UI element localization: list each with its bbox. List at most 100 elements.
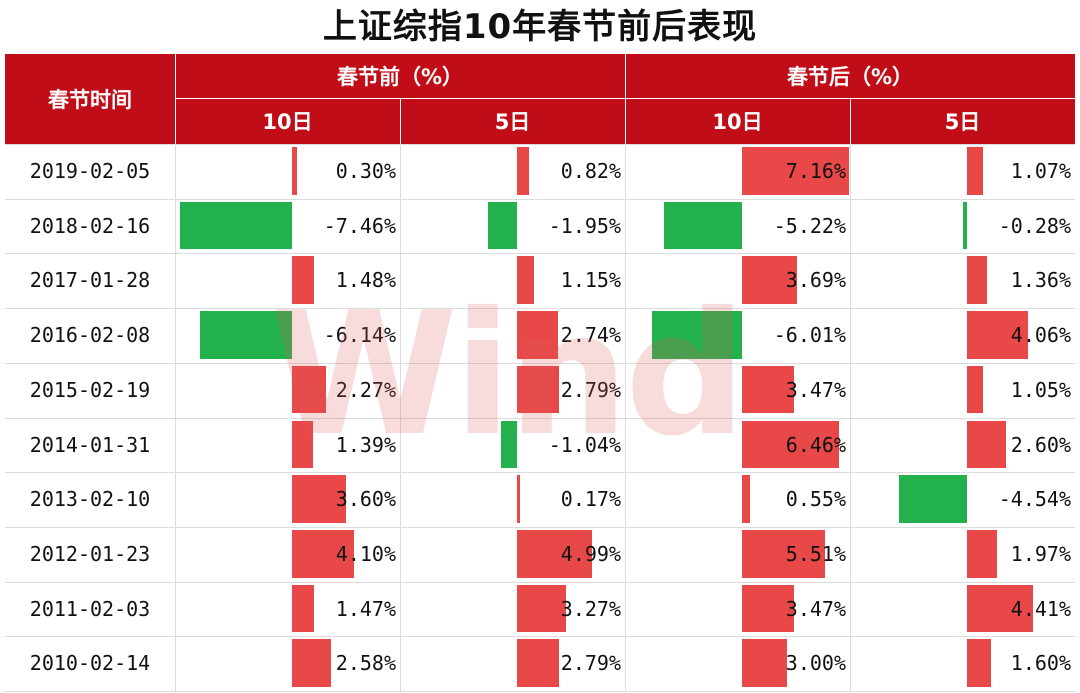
data-label: 2.58%	[335, 651, 396, 676]
data-label: 2.74%	[560, 323, 621, 348]
header-after: 春节后（%）	[625, 54, 1075, 98]
data-bar	[292, 584, 315, 633]
data-label: 3.60%	[335, 487, 396, 512]
data-label: 3.47%	[785, 377, 846, 402]
header-divider	[175, 98, 1075, 99]
data-bar	[742, 420, 839, 469]
row-divider	[5, 417, 1075, 419]
row-divider	[5, 636, 1075, 638]
data-label: -5.22%	[773, 213, 846, 238]
data-label: 3.00%	[785, 651, 846, 676]
row-divider	[5, 144, 1075, 145]
data-label: -4.54%	[998, 487, 1071, 512]
header-before-10d: 10日	[175, 98, 400, 144]
row-date: 2010-02-14	[29, 651, 151, 676]
data-table: 春节时间 春节前（%） 春节后（%） 10日 5日 10日 5日 2019-02…	[5, 54, 1075, 692]
data-label: 1.36%	[1010, 268, 1071, 293]
data-bar	[517, 639, 559, 687]
data-label: 3.69%	[785, 268, 846, 293]
data-label: 4.10%	[335, 541, 396, 566]
data-label: 1.07%	[1010, 159, 1071, 183]
column-divider	[175, 144, 176, 691]
data-bar	[663, 201, 742, 250]
data-bar	[967, 365, 983, 414]
data-bar	[967, 584, 1034, 633]
data-bar	[651, 311, 742, 359]
data-label: 3.47%	[785, 596, 846, 621]
data-bar	[967, 529, 997, 578]
data-bar	[292, 475, 346, 523]
data-label: 0.82%	[560, 159, 621, 183]
row-divider	[5, 308, 1075, 310]
row-divider	[5, 472, 1075, 474]
header-date: 春节时间	[5, 54, 175, 144]
data-bar	[487, 201, 517, 250]
data-bar	[517, 529, 592, 578]
chart-title: 上证综指10年春节前后表现	[322, 7, 758, 47]
data-bar	[180, 201, 292, 250]
data-bar	[501, 420, 517, 469]
header-after-5d: 5日	[850, 98, 1075, 144]
data-label: 0.17%	[560, 487, 621, 512]
data-label: 2.79%	[560, 377, 621, 402]
data-label: 2.27%	[335, 377, 396, 402]
data-bar	[967, 639, 991, 687]
data-bar	[292, 420, 313, 469]
row-divider	[5, 198, 1075, 200]
data-label: -7.46%	[323, 213, 396, 238]
data-bar	[517, 365, 559, 414]
data-label: -1.04%	[548, 432, 621, 457]
data-label: 0.30%	[335, 159, 396, 183]
data-bar	[517, 475, 520, 523]
row-date: 2014-01-31	[29, 432, 151, 457]
data-bar	[517, 147, 530, 195]
row-date: 2019-02-05	[29, 159, 151, 183]
row-divider	[5, 253, 1075, 255]
data-bar	[517, 584, 567, 633]
data-bar	[292, 639, 331, 687]
header-divider	[400, 98, 401, 144]
row-divider	[5, 362, 1075, 364]
data-label: 4.99%	[560, 541, 621, 566]
data-label: -1.95%	[548, 213, 621, 238]
header-divider	[850, 98, 851, 144]
data-label: 1.47%	[335, 596, 396, 621]
data-bar	[292, 365, 327, 414]
column-divider	[400, 144, 401, 691]
data-bar	[967, 311, 1028, 359]
column-divider	[625, 144, 626, 691]
data-label: 6.46%	[785, 432, 846, 457]
data-label: 1.05%	[1010, 377, 1071, 402]
data-label: 7.16%	[785, 159, 846, 183]
data-label: -0.28%	[998, 213, 1071, 238]
data-bar	[517, 311, 559, 359]
row-date: 2018-02-16	[29, 213, 151, 238]
header-divider	[175, 54, 176, 144]
data-label: 4.41%	[1010, 596, 1071, 621]
row-date: 2016-02-08	[29, 323, 151, 348]
row-date: 2015-02-19	[29, 377, 151, 402]
data-bar	[898, 475, 967, 523]
row-date: 2013-02-10	[29, 487, 151, 512]
data-bar	[962, 201, 967, 250]
data-label: 0.55%	[785, 487, 846, 512]
data-label: 3.27%	[560, 596, 621, 621]
data-bar	[742, 475, 751, 523]
data-bar	[292, 529, 354, 578]
row-divider	[5, 581, 1075, 583]
header-before-5d: 5日	[400, 98, 625, 144]
data-bar	[967, 147, 984, 195]
data-bar	[742, 529, 825, 578]
data-label: 1.15%	[560, 268, 621, 293]
data-bar	[199, 311, 292, 359]
data-label: 5.51%	[785, 541, 846, 566]
row-date: 2012-01-23	[29, 541, 151, 566]
data-label: 4.06%	[1010, 323, 1071, 348]
data-bar	[517, 256, 535, 305]
row-divider	[5, 526, 1075, 528]
data-bar	[967, 256, 988, 305]
data-bar	[742, 365, 795, 414]
data-label: 1.48%	[335, 268, 396, 293]
header-after-10d: 10日	[625, 98, 850, 144]
data-bar	[742, 639, 787, 687]
